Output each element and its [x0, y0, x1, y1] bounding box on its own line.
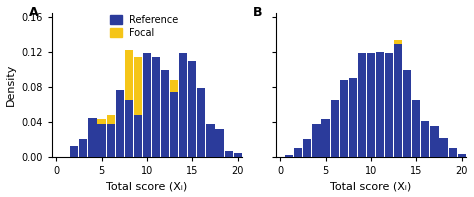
- Bar: [457, 154, 466, 157]
- Bar: [430, 126, 438, 157]
- Bar: [339, 80, 348, 157]
- Bar: [303, 139, 311, 157]
- Bar: [367, 53, 375, 157]
- Bar: [421, 121, 429, 157]
- Bar: [134, 57, 142, 157]
- Bar: [294, 148, 302, 157]
- Bar: [330, 100, 339, 157]
- Bar: [358, 53, 366, 157]
- Bar: [385, 53, 393, 157]
- Bar: [321, 119, 329, 157]
- Bar: [79, 148, 88, 157]
- Bar: [285, 155, 293, 157]
- X-axis label: Total score (Xᵢ): Total score (Xᵢ): [330, 181, 411, 191]
- Bar: [179, 53, 187, 157]
- Bar: [107, 115, 115, 157]
- Bar: [107, 124, 115, 157]
- Bar: [88, 119, 97, 157]
- Bar: [312, 124, 320, 157]
- Bar: [330, 100, 339, 157]
- Bar: [376, 52, 384, 157]
- Bar: [98, 119, 106, 157]
- Bar: [88, 118, 97, 157]
- X-axis label: Total score (Xᵢ): Total score (Xᵢ): [106, 181, 188, 191]
- Bar: [339, 80, 348, 157]
- Bar: [412, 100, 420, 157]
- Bar: [312, 124, 320, 157]
- Bar: [188, 98, 196, 157]
- Bar: [70, 146, 78, 157]
- Bar: [134, 115, 142, 157]
- Bar: [152, 70, 160, 157]
- Bar: [394, 40, 402, 44]
- Bar: [170, 80, 178, 92]
- Bar: [134, 57, 142, 115]
- Bar: [206, 124, 215, 157]
- Bar: [349, 78, 357, 157]
- Bar: [367, 53, 375, 157]
- Bar: [179, 92, 187, 157]
- Bar: [98, 119, 106, 124]
- Bar: [457, 154, 466, 157]
- Text: A: A: [29, 6, 38, 19]
- Bar: [125, 100, 133, 157]
- Bar: [197, 88, 206, 157]
- Text: B: B: [253, 6, 262, 19]
- Bar: [197, 124, 206, 157]
- Bar: [376, 52, 384, 157]
- Bar: [225, 151, 233, 157]
- Bar: [216, 129, 224, 157]
- Bar: [403, 70, 411, 157]
- Bar: [394, 40, 402, 157]
- Bar: [161, 90, 169, 157]
- Bar: [98, 124, 106, 157]
- Bar: [303, 139, 311, 157]
- Bar: [321, 119, 329, 157]
- Bar: [412, 100, 420, 157]
- Bar: [439, 138, 447, 157]
- Bar: [170, 92, 178, 157]
- Legend: Reference, Focal: Reference, Focal: [110, 15, 179, 38]
- Bar: [107, 115, 115, 124]
- Bar: [421, 121, 429, 157]
- Bar: [394, 44, 402, 157]
- Bar: [143, 53, 151, 157]
- Bar: [385, 53, 393, 157]
- Y-axis label: Density: Density: [6, 64, 16, 106]
- Bar: [116, 115, 124, 157]
- Bar: [294, 148, 302, 157]
- Bar: [234, 152, 242, 157]
- Bar: [285, 156, 293, 157]
- Bar: [161, 70, 169, 157]
- Bar: [79, 139, 88, 157]
- Bar: [116, 90, 124, 157]
- Bar: [170, 80, 178, 157]
- Bar: [358, 53, 366, 157]
- Bar: [143, 79, 151, 157]
- Bar: [403, 70, 411, 157]
- Bar: [225, 152, 233, 157]
- Bar: [125, 50, 133, 157]
- Bar: [206, 124, 215, 157]
- Bar: [125, 50, 133, 100]
- Bar: [152, 57, 160, 157]
- Bar: [349, 78, 357, 157]
- Bar: [448, 148, 457, 157]
- Bar: [188, 61, 196, 157]
- Bar: [448, 148, 457, 157]
- Bar: [234, 155, 242, 157]
- Bar: [430, 126, 438, 157]
- Bar: [439, 138, 447, 157]
